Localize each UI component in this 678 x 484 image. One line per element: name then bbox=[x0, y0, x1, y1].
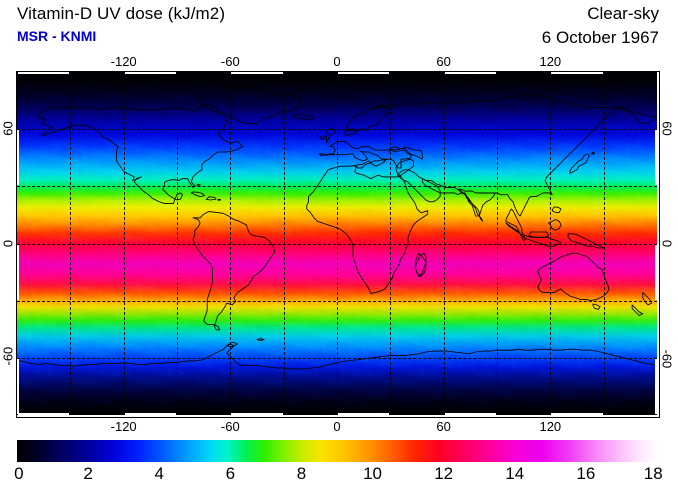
axis-tick bbox=[338, 413, 390, 415]
colorbar-gradient bbox=[17, 440, 657, 462]
y-tick-label-right: -60 bbox=[659, 349, 675, 369]
colorbar-tick-label: 10 bbox=[363, 464, 383, 483]
axis-tick bbox=[231, 72, 283, 74]
x-tick-label: -120 bbox=[110, 419, 137, 434]
colorbar-tick-label: 18 bbox=[643, 464, 663, 483]
axis-tick bbox=[338, 72, 390, 74]
date-label: 6 October 1967 bbox=[541, 28, 659, 47]
axis-tick bbox=[551, 413, 603, 415]
colorbar-tick-label: 0 bbox=[14, 464, 24, 483]
x-tick-label: 0 bbox=[333, 54, 341, 69]
gridline-lat bbox=[17, 300, 657, 302]
map-plot-area bbox=[17, 72, 657, 415]
x-tick-label: 60 bbox=[436, 54, 451, 69]
colorbar-tick-label: 2 bbox=[83, 464, 93, 483]
x-tick-label: 120 bbox=[539, 54, 562, 69]
axis-tick bbox=[655, 244, 657, 300]
axis-tick bbox=[231, 413, 283, 415]
figure-header: Vitamin-D UV dose (kJ/m2) MSR - KNMI Cle… bbox=[0, 0, 678, 52]
x-tick-label: -60 bbox=[220, 54, 240, 69]
page-title: Vitamin-D UV dose (kJ/m2) bbox=[17, 4, 226, 23]
axis-tick bbox=[18, 72, 70, 74]
coastline-overlay bbox=[17, 72, 657, 392]
gridline-lat bbox=[17, 357, 657, 359]
gridline-lat bbox=[17, 129, 657, 131]
axis-tick bbox=[17, 130, 19, 186]
colorbar-tick-label: 6 bbox=[225, 464, 236, 483]
y-tick-label-right: 0 bbox=[659, 239, 675, 247]
axis-tick bbox=[17, 358, 19, 414]
axis-tick bbox=[124, 413, 176, 415]
x-tick-label: -120 bbox=[110, 54, 137, 69]
colorbar-tick-label: 4 bbox=[154, 464, 164, 483]
data-source-label: MSR - KNMI bbox=[17, 28, 97, 44]
y-tick-label-left: 60 bbox=[0, 121, 16, 136]
axis-tick bbox=[444, 72, 496, 74]
colorbar-tick-label: 16 bbox=[576, 464, 596, 483]
x-tick-label: 60 bbox=[436, 419, 451, 434]
y-tick-label-left: 0 bbox=[0, 239, 16, 247]
axis-tick bbox=[551, 72, 603, 74]
axis-tick bbox=[17, 244, 19, 300]
axis-tick bbox=[18, 413, 70, 415]
condition-label: Clear-sky bbox=[587, 4, 659, 23]
colorbar-tick-label: 12 bbox=[434, 464, 454, 483]
y-tick-label-left: -60 bbox=[0, 346, 16, 366]
x-tick-label: 0 bbox=[333, 419, 341, 434]
axis-tick bbox=[655, 358, 657, 414]
axis-tick bbox=[124, 72, 176, 74]
colorbar-tick-label: 14 bbox=[505, 464, 525, 483]
gridline-lat bbox=[17, 243, 657, 245]
x-tick-label: 120 bbox=[539, 419, 562, 434]
axis-tick bbox=[655, 130, 657, 186]
colorbar-tick-label: 8 bbox=[296, 464, 307, 483]
colorbar bbox=[17, 440, 657, 462]
x-tick-label: -60 bbox=[220, 419, 240, 434]
graticule bbox=[17, 72, 657, 415]
y-tick-label-right: 60 bbox=[659, 121, 675, 136]
axis-tick bbox=[444, 413, 496, 415]
gridline-lat bbox=[17, 186, 657, 188]
